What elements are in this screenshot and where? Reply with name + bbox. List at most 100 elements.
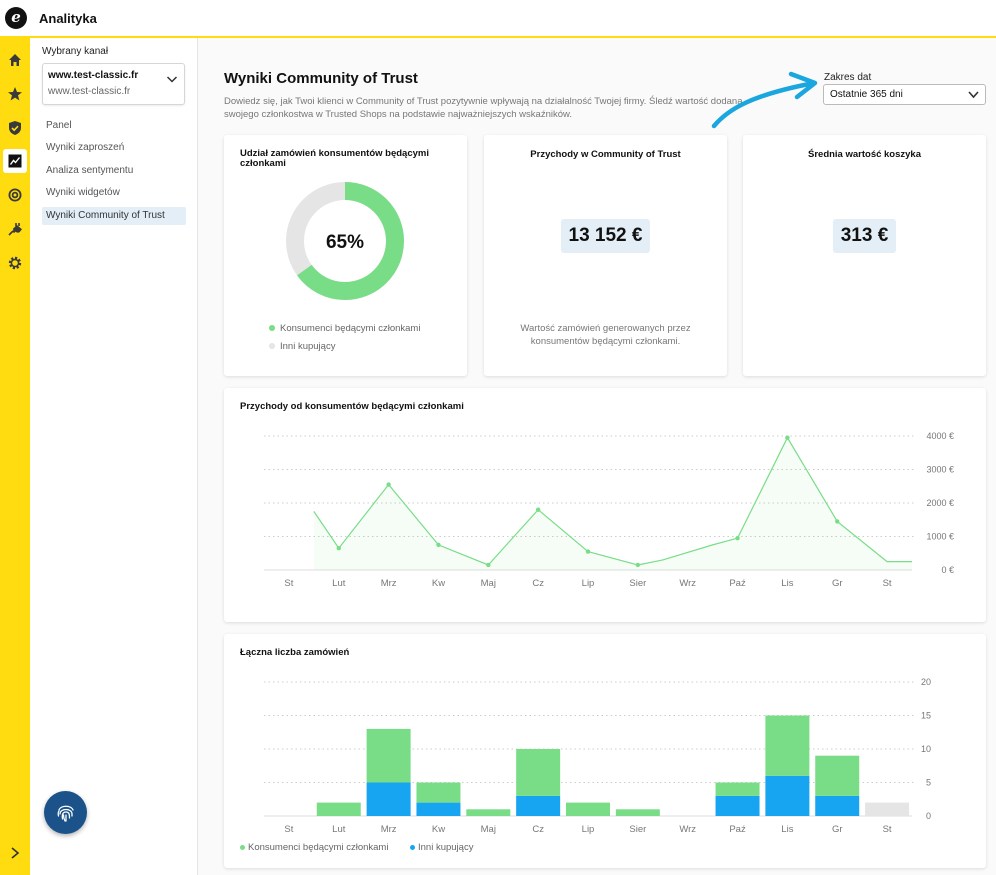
legend-members: Konsumenci będącymi członkami bbox=[269, 323, 420, 334]
nav-item-widgets[interactable]: Wyniki widgetów bbox=[46, 187, 120, 198]
line-point[interactable] bbox=[635, 562, 641, 568]
line-y-tick: 1000 € bbox=[926, 532, 954, 542]
share-card: Udział zamówień konsumentów będącymi czł… bbox=[224, 135, 467, 376]
line-point[interactable] bbox=[486, 562, 491, 568]
date-range-select[interactable]: Ostatnie 365 dni bbox=[823, 84, 986, 105]
line-x-tick: Sier bbox=[629, 578, 646, 589]
line-x-tick: Mrz bbox=[381, 578, 397, 589]
bar-members[interactable] bbox=[715, 782, 760, 796]
icon-rail bbox=[0, 38, 30, 875]
bar-members[interactable] bbox=[815, 755, 860, 796]
page-title: Wyniki Community of Trust bbox=[224, 70, 418, 87]
top-bar: e Analityka bbox=[0, 0, 996, 38]
line-y-tick: 4000 € bbox=[926, 431, 954, 441]
share-card-title: Udział zamówień konsumentów będącymi czł… bbox=[240, 148, 429, 169]
bar-others[interactable] bbox=[765, 775, 810, 816]
bar-x-tick: Paź bbox=[729, 824, 746, 835]
orders-bar-chart-card: Łączna liczba zamówień 0 5 10 15 20 St Lut Mrz K… bbox=[224, 634, 986, 868]
bar-members[interactable] bbox=[466, 809, 511, 816]
bar-others[interactable] bbox=[366, 782, 411, 817]
plug-icon[interactable] bbox=[3, 217, 27, 241]
line-y-tick: 0 € bbox=[941, 565, 954, 575]
bar-x-tick: Wrz bbox=[679, 824, 696, 835]
legend-others: Inni kupujący bbox=[269, 341, 335, 352]
revenue-note: Wartość zamówień generowanych przez kons… bbox=[520, 323, 691, 347]
date-range-value: Ostatnie 365 dni bbox=[830, 89, 903, 100]
line-chart-title: Przychody od konsumentów będącymi członk… bbox=[240, 401, 464, 412]
bar-members[interactable] bbox=[416, 782, 461, 803]
shield-icon[interactable] bbox=[3, 116, 27, 140]
legend-others-label: Inni kupujący bbox=[280, 341, 336, 352]
channel-label: Wybrany kanał bbox=[42, 46, 109, 57]
coin-icon[interactable] bbox=[3, 183, 27, 207]
star-icon[interactable] bbox=[3, 82, 27, 106]
line-point[interactable] bbox=[336, 546, 341, 551]
bar-y-tick: 10 bbox=[921, 744, 931, 754]
line-point[interactable] bbox=[735, 535, 740, 541]
channel-sub: www.test-classic.fr bbox=[48, 86, 131, 97]
line-x-tick: St bbox=[284, 578, 293, 589]
line-point[interactable] bbox=[835, 519, 840, 524]
line-point[interactable] bbox=[785, 435, 790, 440]
fingerprint-button[interactable] bbox=[44, 791, 87, 834]
bar-pending[interactable] bbox=[865, 802, 910, 816]
home-icon[interactable] bbox=[3, 48, 27, 72]
donut-member-arc bbox=[286, 182, 404, 300]
basket-card: Średnia wartość koszyka 313 € bbox=[743, 135, 986, 376]
analytics-icon[interactable] bbox=[3, 149, 27, 173]
bar-others[interactable] bbox=[815, 795, 860, 816]
trusted-shops-logo[interactable]: e bbox=[5, 7, 27, 29]
channel-select[interactable]: www.test-classic.fr www.test-classic.fr bbox=[42, 63, 185, 105]
bar-legend-members: Konsumenci będącymi członkami bbox=[240, 842, 388, 853]
bar-y-tick: 15 bbox=[921, 711, 931, 721]
bar-x-tick: Cz bbox=[532, 824, 544, 835]
share-donut-chart: 65% bbox=[286, 182, 404, 300]
bar-legend-others-label: Inni kupujący bbox=[418, 842, 474, 853]
bar-members[interactable] bbox=[316, 802, 361, 816]
nav-item-invitations[interactable]: Wyniki zaproszeń bbox=[46, 142, 125, 153]
line-x-tick: Kw bbox=[432, 578, 445, 589]
basket-card-title: Średnia wartość koszyka bbox=[808, 149, 921, 160]
line-x-tick: Paź bbox=[729, 578, 746, 589]
bar-others[interactable] bbox=[416, 802, 461, 816]
line-point[interactable] bbox=[436, 542, 441, 548]
bar-legend-others: Inni kupujący bbox=[410, 842, 473, 853]
orders-bar-chart: 0 5 10 15 20 St Lut Mrz Kw Maj Cz Lip Sier Wrz Paź Lis G… bbox=[264, 677, 931, 835]
gear-icon[interactable] bbox=[3, 251, 27, 275]
bar-x-tick: Lut bbox=[332, 824, 346, 835]
bar-others[interactable] bbox=[516, 795, 561, 816]
chevron-right-icon[interactable] bbox=[8, 846, 22, 860]
bar-members[interactable] bbox=[566, 802, 610, 816]
legend-members-label: Konsumenci będącymi członkami bbox=[280, 323, 421, 334]
bar-x-tick: Sier bbox=[629, 824, 646, 835]
line-x-tick: Maj bbox=[481, 578, 496, 589]
line-point[interactable] bbox=[535, 507, 541, 512]
bar-y-tick: 20 bbox=[921, 677, 931, 687]
nav-item-sentiment[interactable]: Analiza sentymentu bbox=[46, 165, 134, 176]
bar-members[interactable] bbox=[366, 728, 411, 783]
revenue-card-title: Przychody w Community of Trust bbox=[530, 149, 681, 160]
line-x-tick: Wrz bbox=[679, 578, 696, 589]
line-point[interactable] bbox=[585, 549, 591, 554]
nav-item-community-of-trust[interactable]: Wyniki Community of Trust bbox=[42, 207, 186, 225]
bar-members[interactable] bbox=[615, 809, 660, 816]
bar-x-tick: Lip bbox=[582, 824, 595, 835]
legend-dot-green bbox=[269, 325, 275, 332]
line-x-tick: Lut bbox=[332, 578, 346, 589]
channel-main: www.test-classic.fr bbox=[48, 70, 139, 81]
line-y-tick: 3000 € bbox=[926, 465, 954, 475]
annotation-arrow-icon bbox=[711, 71, 818, 129]
line-x-tick: Lip bbox=[582, 578, 595, 589]
bar-others[interactable] bbox=[715, 795, 760, 816]
revenue-card: Przychody w Community of Trust 13 152 € … bbox=[484, 135, 727, 376]
line-x-tick: Gr bbox=[832, 578, 843, 589]
bar-members[interactable] bbox=[765, 715, 810, 776]
line-y-tick: 2000 € bbox=[926, 498, 954, 508]
bar-members[interactable] bbox=[516, 749, 561, 796]
bar-legend-dot-blue bbox=[410, 844, 415, 850]
bar-x-tick: St bbox=[883, 824, 892, 835]
revenue-line-chart: 0 € 1000 € 2000 € 3000 € 4000 € St Lut Mrz Kw Maj… bbox=[264, 431, 954, 589]
nav-item-panel[interactable]: Panel bbox=[46, 120, 72, 131]
revenue-value: 13 152 € bbox=[561, 219, 650, 253]
line-point[interactable] bbox=[386, 482, 391, 487]
